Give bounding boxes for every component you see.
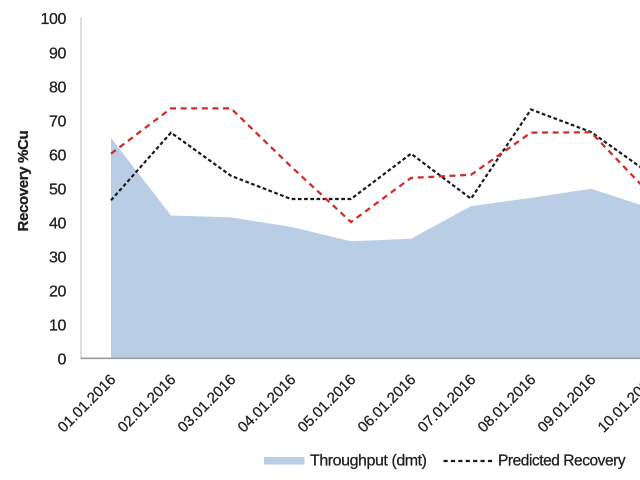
svg-text:50: 50 xyxy=(49,182,66,199)
svg-text:10: 10 xyxy=(49,318,66,335)
svg-text:100: 100 xyxy=(41,11,67,28)
svg-text:20: 20 xyxy=(49,284,66,301)
svg-text:40: 40 xyxy=(49,216,66,233)
svg-text:Throughput (dmt): Throughput (dmt) xyxy=(310,452,427,469)
svg-text:Predicted Recovery: Predicted Recovery xyxy=(498,452,626,469)
svg-text:Recovery %Cu: Recovery %Cu xyxy=(15,130,32,231)
svg-text:70: 70 xyxy=(49,113,66,130)
svg-text:60: 60 xyxy=(49,147,66,164)
svg-text:0: 0 xyxy=(58,352,67,369)
svg-text:80: 80 xyxy=(49,79,66,96)
svg-text:90: 90 xyxy=(49,45,66,62)
svg-text:30: 30 xyxy=(49,250,66,267)
